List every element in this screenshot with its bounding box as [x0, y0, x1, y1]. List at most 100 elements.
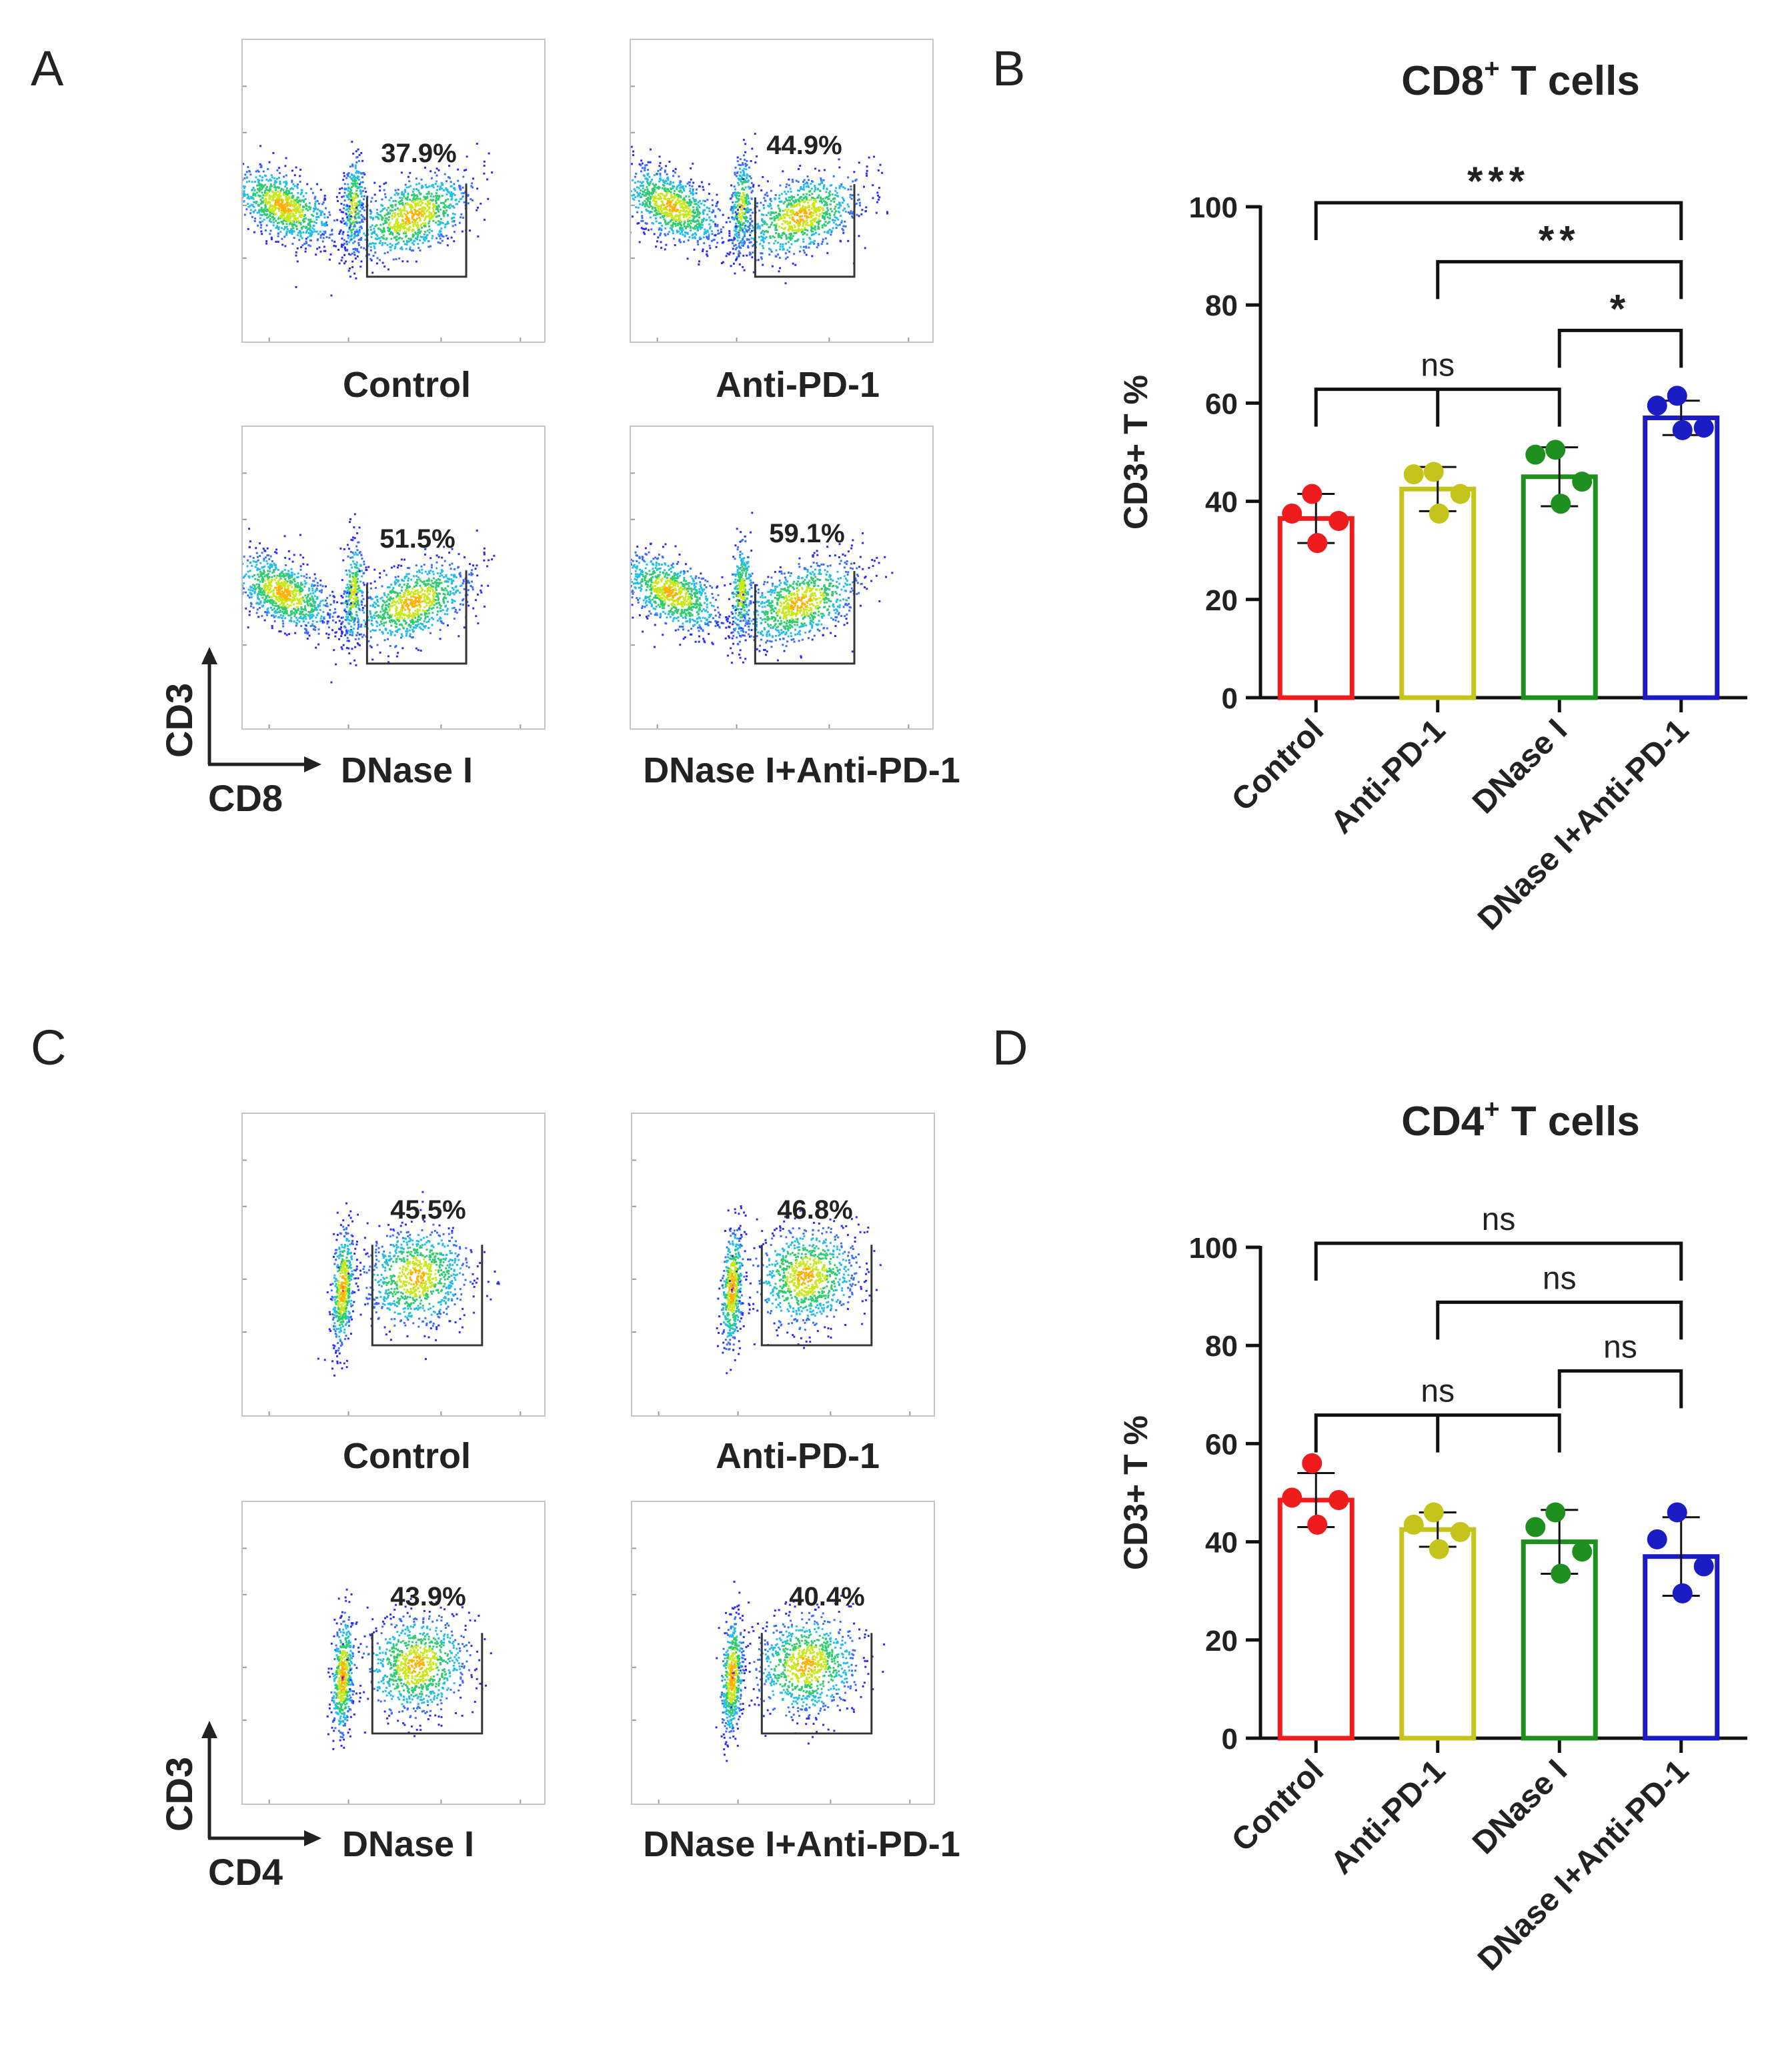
x-tick-label: Anti-PD-1 — [1324, 1753, 1452, 1881]
data-point — [1403, 464, 1424, 485]
significance-label: ns — [1543, 1261, 1577, 1296]
data-point — [1525, 444, 1546, 465]
y-tick-label: 20 — [1205, 1625, 1238, 1657]
data-point — [1429, 1539, 1449, 1559]
flow-density-dots — [243, 85, 522, 342]
significance-label: * — [1610, 286, 1631, 331]
data-point — [1307, 533, 1328, 554]
gate-percent: 40.4% — [789, 1582, 865, 1611]
data-point — [1429, 504, 1449, 524]
y-tick-label: 0 — [1222, 682, 1238, 715]
gate-box — [365, 184, 468, 278]
y-tick-label: 100 — [1189, 1232, 1238, 1265]
y-tick-label: 20 — [1205, 584, 1238, 617]
flow-plot-c-control — [241, 1113, 546, 1417]
panel-letter-c: C — [31, 1020, 67, 1075]
bar — [1643, 415, 1720, 700]
gate-box — [760, 1633, 873, 1735]
gate-box — [754, 184, 856, 278]
flow-x-axis-label: CD8 — [208, 777, 283, 819]
flow-density-dots — [631, 472, 910, 728]
significance-bracket — [1436, 1300, 1683, 1340]
data-point — [1302, 1453, 1322, 1473]
flow-plot-label: DNase I — [341, 1824, 475, 1864]
data-point — [1328, 511, 1349, 532]
y-axis-arrow-head — [201, 647, 217, 664]
y-tick-label: 40 — [1205, 1527, 1238, 1559]
flow-plot-c-combo — [631, 1501, 935, 1805]
data-point — [1302, 484, 1322, 504]
significance-bracket — [1314, 1241, 1683, 1281]
data-point — [1572, 472, 1593, 492]
data-point — [1551, 494, 1571, 514]
data-point — [1693, 418, 1714, 438]
data-point — [1647, 1529, 1667, 1549]
bar-chart-cd8: CD8+ T cells CD3+ T % 0 20 40 60 80 100 ControlA… — [1117, 54, 1747, 937]
significance-label: *** — [1467, 159, 1530, 203]
flow-density-dots — [243, 1547, 522, 1804]
y-tick-label: 80 — [1205, 1330, 1238, 1363]
gate-percent: 51.5% — [379, 524, 456, 554]
flow-plot-label: Control — [343, 365, 471, 405]
flow-y-axis-label: CD3 — [158, 1756, 200, 1832]
flow-y-axis-label: CD3 — [158, 682, 200, 758]
chart-title: CD8+ T cells — [1401, 54, 1640, 104]
data-point — [1667, 1502, 1687, 1523]
gate-percent: 46.8% — [777, 1195, 853, 1225]
significance-label: ns — [1421, 1374, 1455, 1409]
flow-plot-a-control — [241, 39, 546, 343]
data-point — [1667, 386, 1687, 406]
x-tick-label: Anti-PD-1 — [1324, 712, 1452, 840]
panel-letter-b: B — [992, 41, 1026, 96]
gate-box — [754, 571, 856, 665]
x-axis-arrow-head — [304, 1830, 321, 1846]
panel-letter-a: A — [31, 41, 64, 96]
flow-plot-label: DNase I — [340, 750, 474, 790]
significance-label: ns — [1603, 1329, 1637, 1365]
data-point — [1423, 1502, 1444, 1523]
flow-plot-a-dnase — [241, 426, 546, 730]
gate-box — [371, 1245, 484, 1347]
y-axis-label: CD3+ T % — [1117, 1415, 1154, 1570]
y-tick-label: 40 — [1205, 486, 1238, 519]
axis-arrows-a — [201, 647, 321, 772]
data-point — [1693, 1556, 1714, 1577]
data-point — [1328, 1490, 1349, 1511]
x-axis-arrow-head — [304, 756, 321, 772]
significance-bracket — [1557, 1369, 1683, 1409]
flow-plot-label: DNase I+Anti-PD-1 — [643, 1824, 960, 1864]
gate-box — [760, 1245, 873, 1347]
flow-x-axis-label: CD4 — [208, 1851, 283, 1893]
x-tick-label: Control — [1225, 1753, 1330, 1858]
y-axis-arrow-head — [201, 1721, 217, 1738]
axis-arrows-c — [201, 1721, 321, 1846]
flow-density-dots — [243, 472, 522, 728]
flow-density-dots — [243, 1159, 522, 1415]
x-tick-label: Control — [1225, 712, 1330, 818]
panel-letter-d: D — [992, 1020, 1028, 1075]
flow-density-dots — [631, 85, 910, 342]
data-point — [1282, 1487, 1302, 1508]
flow-plot-label: Anti-PD-1 — [716, 365, 880, 405]
data-point — [1403, 1514, 1424, 1535]
flow-plot-label: Anti-PD-1 — [716, 1436, 880, 1476]
x-tick-label: DNase I+Anti-PD-1 — [1471, 1753, 1695, 1977]
data-point — [1450, 1521, 1471, 1542]
data-point — [1572, 1541, 1593, 1562]
y-axis-label: CD3+ T % — [1117, 375, 1154, 530]
significance-bracket — [1314, 201, 1683, 240]
y-tick-label: 100 — [1189, 191, 1238, 224]
y-tick-label: 60 — [1205, 388, 1238, 420]
gate-box — [371, 1633, 484, 1735]
data-point — [1551, 1563, 1571, 1584]
y-tick-label: 80 — [1205, 289, 1238, 322]
data-point — [1307, 1514, 1328, 1535]
gate-percent: 44.9% — [766, 131, 842, 160]
data-point — [1423, 462, 1444, 482]
data-point — [1672, 1583, 1693, 1603]
data-point — [1672, 420, 1693, 440]
gate-percent: 37.9% — [381, 139, 457, 168]
data-point — [1525, 1517, 1546, 1537]
flow-density-dots — [632, 1547, 911, 1804]
data-point — [1545, 440, 1566, 460]
